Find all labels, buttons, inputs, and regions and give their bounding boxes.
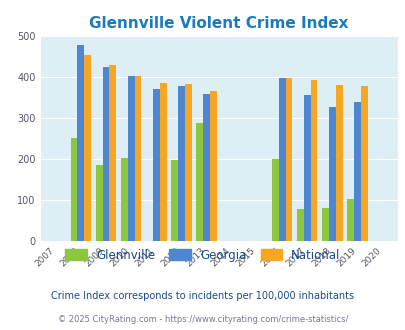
Bar xyxy=(134,76,141,241)
Bar xyxy=(209,91,216,241)
Bar xyxy=(102,67,109,241)
Bar xyxy=(96,165,102,241)
Bar xyxy=(203,94,209,241)
Bar xyxy=(296,209,303,241)
Bar xyxy=(84,55,91,241)
Title: Glennville Violent Crime Index: Glennville Violent Crime Index xyxy=(89,16,348,31)
Bar xyxy=(303,95,310,241)
Bar xyxy=(171,160,178,241)
Bar xyxy=(322,208,328,241)
Bar xyxy=(178,86,184,241)
Bar xyxy=(310,80,317,241)
Bar xyxy=(153,89,159,241)
Bar xyxy=(184,84,191,241)
Bar xyxy=(109,65,116,241)
Bar xyxy=(159,83,166,241)
Bar xyxy=(121,158,128,241)
Bar xyxy=(271,159,278,241)
Bar xyxy=(128,77,134,241)
Text: © 2025 CityRating.com - https://www.cityrating.com/crime-statistics/: © 2025 CityRating.com - https://www.city… xyxy=(58,315,347,324)
Bar xyxy=(347,199,353,241)
Bar xyxy=(278,78,285,241)
Bar xyxy=(353,102,360,241)
Bar xyxy=(328,107,335,241)
Bar xyxy=(285,79,292,241)
Bar xyxy=(335,85,342,241)
Bar xyxy=(360,86,367,241)
Bar xyxy=(196,123,203,241)
Bar xyxy=(77,45,84,241)
Text: Crime Index corresponds to incidents per 100,000 inhabitants: Crime Index corresponds to incidents per… xyxy=(51,291,354,301)
Bar xyxy=(70,138,77,241)
Legend: Glennville, Georgia, National: Glennville, Georgia, National xyxy=(60,244,345,266)
